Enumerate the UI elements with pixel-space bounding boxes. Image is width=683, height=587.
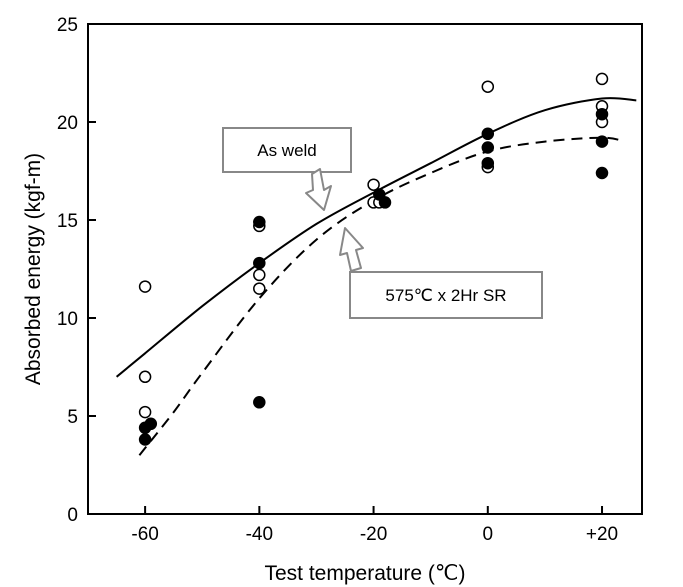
sr-data-point <box>595 166 609 180</box>
y-axis: 0 5 10 15 20 25 <box>57 15 96 526</box>
as-weld-data-point <box>367 178 380 191</box>
x-tick-label: 0 <box>483 524 494 545</box>
y-axis-title: Absorbed energy (kgf-m) <box>22 153 45 385</box>
as-weld-arrow-icon <box>305 168 332 211</box>
sr-curve <box>138 136 626 456</box>
y-tick-label: 15 <box>57 211 78 232</box>
sr-data-point <box>481 141 495 154</box>
sr-data-point <box>144 417 158 431</box>
sr-label: 575℃ x 2Hr SR <box>385 286 506 305</box>
as-weld-data-point <box>595 72 609 86</box>
sr-arrow-icon <box>339 227 364 272</box>
sr-data-point <box>253 256 266 270</box>
sr-data-point <box>595 135 609 148</box>
as-weld-data-point <box>138 370 152 384</box>
x-axis-title: Test temperature (℃) <box>265 562 466 585</box>
as-weld-label-box <box>222 127 352 173</box>
sr-data-point <box>595 107 609 121</box>
sr-label-box <box>349 271 543 319</box>
as-weld-data-point <box>138 280 152 293</box>
y-tick-label: 25 <box>57 15 78 36</box>
data-points <box>138 72 609 446</box>
x-tick-label: +20 <box>586 524 618 545</box>
sr-data-point <box>481 156 495 170</box>
as-weld-data-point <box>253 282 266 295</box>
as-weld-data-point <box>138 405 152 419</box>
y-tick-label: 10 <box>57 309 78 330</box>
sr-data-point <box>253 215 266 229</box>
sr-data-point <box>378 196 392 209</box>
y-tick-label: 0 <box>67 505 78 526</box>
x-tick-label: -20 <box>360 524 387 545</box>
x-axis: -60 -40 -20 0 +20 <box>131 506 618 545</box>
sr-data-point <box>138 433 152 446</box>
y-tick-label: 20 <box>57 113 78 134</box>
x-tick-label: -60 <box>131 524 158 545</box>
as-weld-data-point <box>481 80 495 93</box>
as-weld-label: As weld <box>257 141 317 160</box>
x-tick-label: -40 <box>246 524 273 545</box>
sr-data-point <box>253 396 266 409</box>
y-tick-label: 5 <box>67 407 78 428</box>
plot-frame <box>87 23 643 515</box>
as-weld-data-point <box>253 268 266 282</box>
sr-data-point <box>481 127 495 141</box>
